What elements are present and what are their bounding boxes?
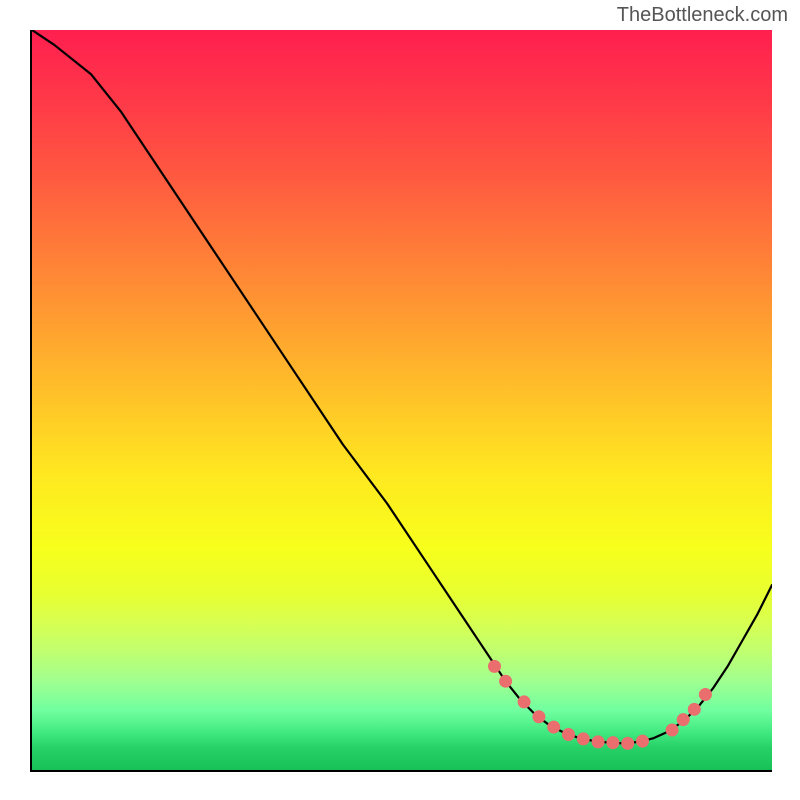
curve-marker xyxy=(548,721,560,733)
curve-marker xyxy=(607,737,619,749)
curve-marker xyxy=(637,735,649,747)
curve-marker xyxy=(577,733,589,745)
gradient-background xyxy=(32,30,772,770)
curve-marker xyxy=(688,703,700,715)
curve-marker xyxy=(699,689,711,701)
curve-marker xyxy=(677,714,689,726)
curve-marker xyxy=(533,711,545,723)
curve-marker xyxy=(518,696,530,708)
curve-marker xyxy=(489,660,501,672)
curve-marker xyxy=(666,724,678,736)
watermark-text: TheBottleneck.com xyxy=(617,4,788,27)
curve-marker xyxy=(592,736,604,748)
chart-svg xyxy=(32,30,772,770)
plot-area xyxy=(30,30,772,772)
curve-marker xyxy=(563,728,575,740)
curve-marker xyxy=(622,737,634,749)
curve-marker xyxy=(500,675,512,687)
